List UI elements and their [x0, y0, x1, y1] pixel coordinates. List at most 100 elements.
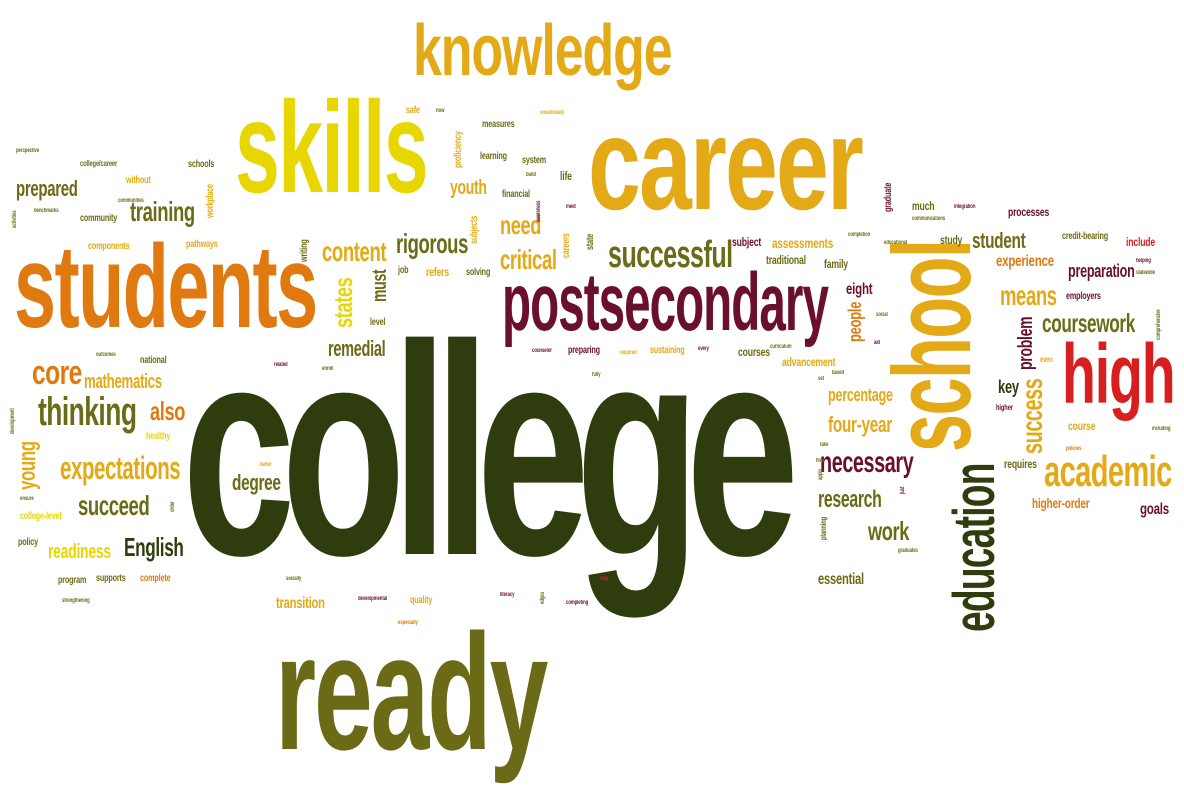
word-processes: processes [1008, 205, 1050, 219]
word-credit-bearing: credit-bearing [1062, 231, 1109, 242]
word-advancement: advancement [782, 355, 836, 369]
word-outcomes: outcomes [96, 352, 116, 358]
word-planning: planning [819, 516, 828, 540]
word-communities: communities [118, 198, 144, 204]
word-college-career: college/career [80, 159, 118, 168]
word-workplace: workplace [205, 184, 216, 218]
word-social: social [876, 312, 888, 318]
word-solving: solving [466, 267, 491, 278]
word-healthy: healthy [146, 431, 171, 442]
word-pathways: pathways [186, 239, 218, 250]
word-awareness: awareness [536, 200, 542, 222]
word-communications: communications [912, 216, 946, 222]
word-set: set [818, 376, 824, 382]
word-schools: schools [188, 159, 215, 170]
word-high: high [1062, 327, 1176, 421]
word-community: community [80, 213, 118, 224]
word-benchmarks: benchmarks [34, 208, 59, 214]
word-need: need [500, 210, 542, 240]
word-graduate: graduate [883, 182, 894, 212]
word-program: program [58, 575, 87, 586]
word-english: English [124, 532, 184, 562]
word-learning: learning [480, 151, 507, 162]
word-strengthening: strengthening [62, 598, 90, 604]
word-ensure: ensure [20, 496, 34, 502]
word-meet: meet [566, 204, 576, 210]
word-enroll: enroll [322, 366, 334, 372]
word-assessments: assessments [772, 235, 834, 251]
word-ready: ready [275, 600, 548, 784]
word-preparation: preparation [1068, 261, 1135, 281]
word-financial: financial [502, 189, 530, 200]
word-rigorous: rigorous [396, 228, 469, 259]
word-flow: flow [816, 458, 825, 464]
word-must: must [369, 269, 391, 302]
word-careers: careers [561, 233, 572, 258]
word-proficiency: proficiency [453, 131, 464, 168]
word-required: required [620, 350, 637, 356]
word-related: related [274, 362, 288, 368]
word-students: students [14, 221, 318, 353]
word-requires: requires [1004, 457, 1037, 471]
word-course: course [1068, 419, 1096, 433]
word-training: training [130, 196, 195, 227]
word-aid: aid [874, 340, 880, 346]
word-especially: especially [398, 620, 418, 626]
word-critical: critical [500, 244, 557, 275]
word-college-level: college-level [20, 511, 62, 522]
word-every: every [698, 346, 709, 352]
word-safe: safe [406, 105, 420, 116]
word-activities: activities [12, 210, 18, 228]
word-writing: writing [299, 239, 310, 262]
word-core: core [32, 354, 82, 392]
word-components: components [88, 241, 130, 252]
word-better: better [260, 462, 272, 468]
word-also: also [150, 396, 185, 426]
word-degree: degree [232, 470, 281, 495]
word-refers: refers [426, 265, 449, 279]
word-academic: academic [1044, 447, 1172, 496]
word-order: order [170, 501, 176, 512]
word-percentage: percentage [828, 385, 893, 405]
word-policies: policies [1066, 446, 1082, 452]
word-coursework: coursework [1042, 308, 1135, 338]
word-statewide: statewide [1136, 270, 1155, 276]
word-integration: integration [954, 204, 976, 210]
word-young: young [14, 441, 41, 490]
word-college: college [182, 282, 799, 618]
word-expectations: expectations [60, 450, 181, 486]
word-just: just [900, 486, 906, 494]
word-vocationally: vocationally [540, 110, 564, 116]
word-sustaining: sustaining [650, 345, 685, 356]
word-research: research [818, 486, 882, 513]
word-eight: eight [846, 281, 873, 298]
word-without: without [126, 175, 151, 186]
word-much: much [912, 199, 935, 213]
word-study: study [940, 233, 963, 247]
word-perspective: perspective [16, 148, 40, 154]
word-family: family [824, 257, 848, 271]
word-work: work [868, 516, 910, 546]
word-policy: policy [18, 537, 38, 548]
word-transition: transition [276, 595, 325, 612]
word-helping: helping [1136, 258, 1151, 264]
word-developmental: developmental [358, 596, 388, 602]
word-courses: courses [738, 345, 770, 359]
word-including: including [1152, 426, 1171, 432]
word-graduates: graduates [898, 548, 918, 554]
word-even: even [1040, 355, 1053, 364]
word-socially: socially [286, 576, 302, 582]
word-content: content [322, 236, 387, 267]
word-system: system [522, 155, 546, 166]
word-apply: apply [818, 469, 824, 480]
word-readiness: readiness [48, 541, 111, 563]
word-employers: employers [1066, 291, 1101, 302]
word-now: now [436, 108, 445, 114]
word-preparing: preparing [568, 345, 600, 356]
word-problem: problem [1015, 316, 1037, 370]
word-subject: subject [732, 235, 762, 249]
word-goals: goals [1140, 501, 1169, 518]
word-student: student [972, 228, 1026, 253]
word-prepared: prepared [16, 176, 78, 201]
word-remedial: remedial [328, 336, 386, 361]
